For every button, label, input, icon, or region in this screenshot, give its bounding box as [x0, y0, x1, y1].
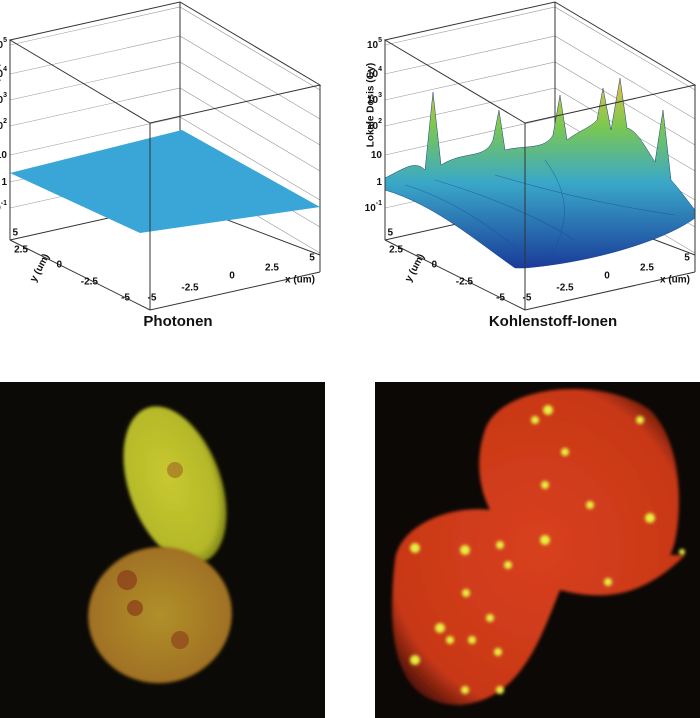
z-tick-label: 105	[367, 37, 382, 51]
z-tick-label: 102	[367, 118, 382, 132]
z-tick-base: 1	[1, 177, 7, 188]
grid-line	[9, 35, 321, 120]
z-tick-exp: 3	[378, 92, 382, 99]
z-tick-base: 10	[0, 95, 4, 106]
z-tick-base: 10	[367, 40, 379, 51]
z-tick-base: 10	[0, 69, 4, 80]
z-tick-label: 103	[0, 92, 7, 106]
y-tick-label: 5	[12, 228, 18, 239]
y-tick-label: 0	[56, 260, 62, 271]
panel-title: Kohlenstoff-Ionen	[489, 313, 617, 330]
z-tick-label: 103	[367, 92, 382, 106]
z-tick-base: 10	[365, 203, 377, 214]
y-tick-label: -5	[121, 293, 130, 304]
y-axis-label: y (um)	[403, 252, 427, 284]
micrograph-carbon-ions	[375, 382, 700, 718]
box-edge	[384, 239, 696, 311]
x-axis-label: x (um)	[285, 275, 315, 286]
z-tick-label: 10-1	[0, 200, 7, 214]
grid-line	[9, 6, 321, 91]
z-tick-exp: 3	[3, 92, 7, 99]
x-tick-label: 5	[684, 253, 690, 264]
y-axis-label: y (um)	[28, 252, 52, 284]
z-tick-base: 10	[367, 69, 379, 80]
z-tick-base: 1	[376, 177, 382, 188]
x-tick-label: 0	[604, 271, 610, 282]
z-tick-label: 10	[0, 150, 7, 161]
y-tick-label: -2.5	[456, 277, 474, 288]
z-tick-label: 104	[367, 66, 382, 80]
z-tick-label: 10-1	[365, 200, 382, 214]
z-tick-base: 10	[367, 121, 379, 132]
z-tick-label: 1	[1, 177, 7, 188]
z-tick-exp: 5	[378, 37, 382, 44]
x-tick-label: -2.5	[181, 283, 199, 294]
z-tick-label: 102	[0, 118, 7, 132]
x-tick-label: 5	[309, 253, 315, 264]
x-axis-label: x (um)	[660, 275, 690, 286]
z-axis-label: Lokale Dosis (Gy)	[366, 63, 377, 147]
z-tick-label: 10	[371, 150, 383, 161]
x-tick-label: -5	[523, 293, 532, 304]
z-tick-label: 1	[376, 177, 382, 188]
x-tick-label: 2.5	[640, 263, 654, 274]
z-tick-exp: 4	[378, 66, 382, 73]
y-tick-label: -5	[496, 293, 505, 304]
z-tick-exp: -1	[376, 200, 382, 207]
z-tick-exp: -1	[1, 200, 7, 207]
dose-surface	[384, 77, 696, 269]
box-edge	[9, 239, 321, 311]
y-tick-label: 0	[431, 260, 437, 271]
x-tick-label: -2.5	[556, 283, 574, 294]
z-tick-base: 10	[367, 95, 379, 106]
z-tick-base: 10	[0, 203, 1, 214]
z-tick-exp: 2	[3, 118, 7, 125]
grid-line	[384, 6, 696, 91]
grid-line	[9, 61, 321, 146]
z-tick-base: 10	[0, 121, 4, 132]
z-tick-label: 105	[0, 37, 7, 51]
z-tick-label: 104	[0, 66, 7, 80]
dose-surface-detail	[404, 159, 676, 259]
z-tick-exp: 5	[3, 37, 7, 44]
z-axis-label: Lokale Dosis (Gy)	[0, 63, 2, 147]
z-tick-base: 10	[371, 150, 383, 161]
x-tick-label: -5	[148, 293, 157, 304]
micrograph-photons	[0, 382, 325, 718]
z-tick-base: 10	[0, 40, 4, 51]
dose-surface	[10, 130, 320, 233]
z-tick-base: 10	[0, 150, 7, 161]
y-tick-label: -2.5	[81, 277, 99, 288]
y-tick-label: 2.5	[14, 245, 28, 256]
z-tick-exp: 4	[3, 66, 7, 73]
panel-title: Photonen	[143, 313, 212, 330]
x-tick-label: 0	[229, 271, 235, 282]
z-tick-exp: 2	[378, 118, 382, 125]
x-tick-label: 2.5	[265, 263, 279, 274]
y-tick-label: 5	[387, 228, 393, 239]
y-tick-label: 2.5	[389, 245, 403, 256]
